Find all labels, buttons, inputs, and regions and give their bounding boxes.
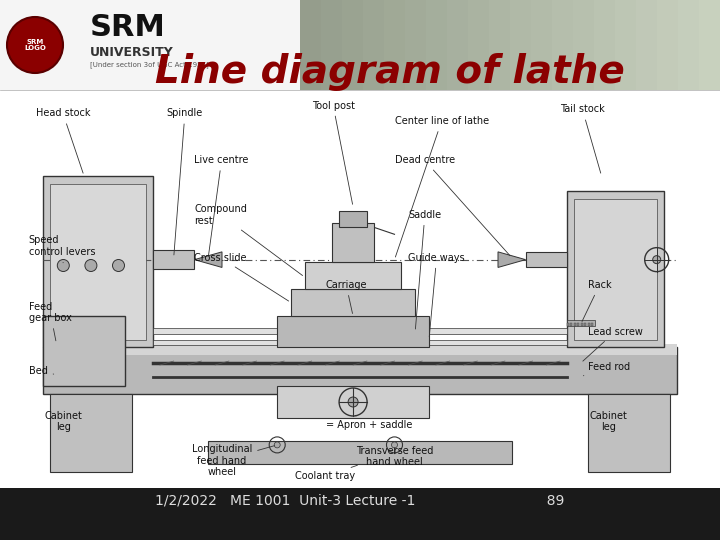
Bar — [42, 347, 678, 394]
Circle shape — [274, 442, 280, 448]
Text: Saddle: Saddle — [408, 210, 441, 329]
Bar — [300, 0, 321, 90]
Bar — [363, 0, 384, 90]
Bar — [468, 0, 489, 90]
Text: Cabinet
leg: Cabinet leg — [590, 411, 627, 433]
Bar — [588, 394, 670, 472]
Text: Head stock: Head stock — [36, 109, 90, 173]
Bar — [208, 441, 512, 464]
Text: Cabinet
leg: Cabinet leg — [45, 411, 82, 433]
Bar — [567, 191, 664, 347]
Bar — [581, 323, 582, 326]
Circle shape — [85, 260, 97, 272]
Bar — [305, 261, 402, 289]
Text: Line diagram of lathe: Line diagram of lathe — [155, 53, 625, 91]
Text: Transverse feed
hand wheel: Transverse feed hand wheel — [356, 446, 433, 468]
Circle shape — [348, 397, 358, 407]
Bar — [510, 0, 531, 90]
Polygon shape — [194, 252, 222, 267]
Text: Coolant tray: Coolant tray — [295, 465, 357, 481]
Bar — [291, 289, 415, 316]
Text: SRM
LOGO: SRM LOGO — [24, 38, 46, 51]
Bar — [489, 0, 510, 90]
Bar — [526, 252, 567, 267]
Bar — [573, 0, 594, 90]
Bar — [42, 316, 125, 387]
Text: Bed: Bed — [29, 366, 54, 376]
Text: Center line of lathe: Center line of lathe — [395, 116, 489, 257]
Text: Tail stock: Tail stock — [560, 105, 605, 173]
Text: Feed
gear box: Feed gear box — [29, 301, 72, 341]
Bar — [0, 488, 720, 540]
Circle shape — [653, 255, 661, 264]
Bar — [531, 0, 552, 90]
Circle shape — [392, 442, 397, 448]
Bar — [277, 316, 429, 347]
Bar — [657, 0, 678, 90]
Bar — [0, 0, 720, 90]
Bar — [50, 184, 146, 340]
Bar — [615, 0, 636, 90]
Text: Rack: Rack — [582, 280, 611, 321]
Text: Live centre: Live centre — [194, 155, 249, 255]
Bar — [153, 340, 567, 346]
Bar — [594, 0, 615, 90]
Text: Longitudinal
feed hand
wheel: Longitudinal feed hand wheel — [192, 444, 274, 477]
Bar — [153, 328, 567, 334]
Bar — [153, 250, 194, 269]
Bar — [42, 176, 153, 347]
Bar — [699, 0, 720, 90]
Bar — [567, 320, 595, 326]
Bar — [447, 0, 468, 90]
Text: Tool post: Tool post — [312, 100, 355, 204]
Bar — [567, 323, 569, 326]
Text: Cross slide: Cross slide — [194, 253, 289, 301]
Bar — [678, 0, 699, 90]
Bar — [552, 0, 573, 90]
Text: Spindle: Spindle — [167, 109, 203, 255]
Bar — [574, 199, 657, 340]
Bar — [570, 323, 572, 326]
Bar — [339, 211, 367, 226]
Bar — [384, 0, 405, 90]
Text: Feed rod: Feed rod — [583, 362, 630, 376]
Circle shape — [7, 17, 63, 73]
Bar — [574, 323, 576, 326]
Bar — [50, 394, 132, 472]
Bar — [426, 0, 447, 90]
Bar — [636, 0, 657, 90]
Text: 1/2/2022   ME 1001  Unit-3 Lecture -1                              89: 1/2/2022 ME 1001 Unit-3 Lecture -1 89 — [156, 493, 564, 507]
Bar — [591, 323, 593, 326]
Bar — [584, 323, 586, 326]
Text: Carriage: Carriage — [325, 280, 367, 314]
Text: = Apron + saddle: = Apron + saddle — [325, 415, 412, 430]
Bar — [300, 0, 720, 90]
Bar — [333, 222, 374, 261]
Polygon shape — [498, 252, 526, 267]
Circle shape — [112, 260, 125, 272]
Bar — [405, 0, 426, 90]
Text: Dead centre: Dead centre — [395, 155, 510, 255]
Bar — [277, 387, 429, 417]
Bar — [588, 323, 590, 326]
Text: Compound
rest: Compound rest — [194, 204, 302, 275]
Bar — [42, 343, 678, 355]
Text: Guide ways: Guide ways — [408, 253, 465, 337]
Bar — [577, 323, 580, 326]
Text: UNIVERSITY: UNIVERSITY — [90, 45, 174, 58]
Text: Speed
control levers: Speed control levers — [29, 235, 95, 263]
Text: SRM: SRM — [90, 14, 166, 43]
Circle shape — [58, 260, 69, 272]
Bar — [321, 0, 342, 90]
Text: [Under section 3of UGC Act 1956]: [Under section 3of UGC Act 1956] — [90, 62, 209, 69]
Text: Lead screw: Lead screw — [583, 327, 642, 361]
Bar — [342, 0, 363, 90]
